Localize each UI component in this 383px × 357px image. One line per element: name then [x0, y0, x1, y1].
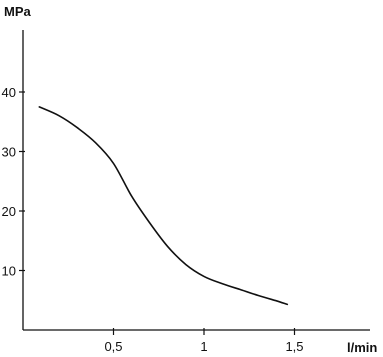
series-line-0	[38, 106, 289, 306]
y-tick-label: 30	[2, 145, 16, 160]
y-ticks: 10 20 30 40	[2, 85, 25, 279]
x-tick-label: 0,5	[104, 339, 122, 354]
x-ticks: 0,5 1 1,5	[104, 328, 304, 354]
y-tick-label: 10	[2, 264, 16, 279]
y-axis-title: MPa	[4, 4, 32, 19]
x-tick-label: 1	[200, 339, 207, 354]
y-tick-label: 20	[2, 204, 16, 219]
series-layer	[38, 106, 289, 306]
x-tick-label: 1,5	[285, 339, 303, 354]
y-tick-label: 40	[2, 85, 16, 100]
x-axis-title: l/min	[347, 340, 377, 355]
axes	[22, 30, 370, 331]
